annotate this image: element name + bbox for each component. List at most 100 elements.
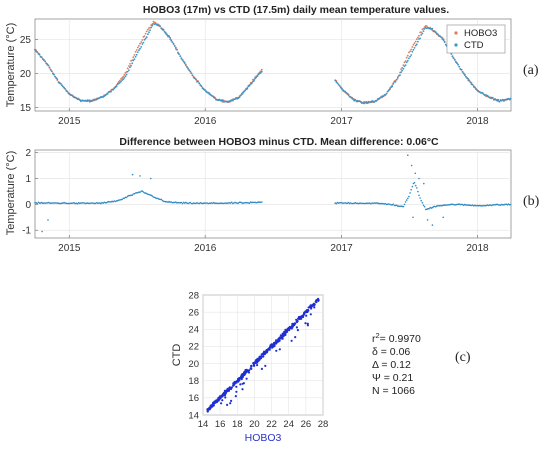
scatter-point — [250, 367, 253, 370]
scatter-point — [304, 322, 307, 325]
data-point-difference — [68, 202, 71, 205]
data-point-difference — [178, 201, 180, 204]
data-point-ctd — [409, 55, 411, 58]
data-point-difference — [356, 202, 359, 205]
data-point-ctd — [66, 90, 69, 93]
data-point-ctd — [451, 55, 454, 58]
data-point-difference — [236, 202, 238, 205]
data-point-ctd — [123, 76, 126, 79]
data-point-ctd — [439, 35, 442, 38]
x-tick-label: 22 — [266, 419, 277, 430]
data-point-ctd — [126, 70, 129, 73]
data-point-difference — [52, 202, 54, 204]
y-tick-label: 14 — [188, 410, 199, 421]
panel-b-x-ticks: 2015 2016 2017 2018 — [58, 235, 489, 254]
data-point-ctd — [392, 83, 395, 85]
data-point-difference — [139, 191, 141, 194]
data-point-ctd — [62, 85, 64, 88]
data-point-ctd — [437, 33, 439, 36]
data-point-difference — [104, 201, 107, 204]
panel-a-y-label: Temperature (°C) — [5, 23, 17, 107]
data-point-difference — [210, 202, 213, 204]
panel-c-x-ticks: 14 16 18 20 22 24 26 28 — [198, 419, 329, 430]
x-tick-label: 2016 — [194, 243, 217, 254]
scatter-point — [295, 326, 298, 329]
scatter-point — [280, 336, 283, 339]
data-point-ctd — [404, 64, 407, 66]
data-point-ctd — [127, 69, 130, 71]
data-point-ctd — [53, 73, 55, 76]
data-point-ctd — [387, 89, 390, 92]
data-point-difference — [380, 202, 382, 205]
data-point-outlier — [412, 216, 414, 219]
data-point-outlier — [410, 164, 413, 167]
data-point-ctd — [40, 56, 43, 58]
panel-a-title: HOBO3 (17m) vs CTD (17.5m) daily mean te… — [143, 4, 449, 16]
data-point-difference — [433, 205, 436, 208]
data-point-hobo3 — [144, 32, 147, 35]
scatter-point — [262, 355, 265, 358]
data-point-ctd — [352, 98, 354, 101]
stat-r-superscript: 2 — [376, 331, 380, 340]
data-point-ctd — [43, 59, 45, 61]
data-point-difference — [362, 202, 364, 205]
scatter-point — [250, 364, 253, 367]
data-point-ctd — [133, 58, 136, 61]
data-point-difference — [204, 202, 206, 204]
data-point-difference — [223, 202, 225, 205]
data-point-difference — [62, 202, 64, 204]
data-point-ctd — [145, 36, 148, 39]
data-point-ctd — [481, 92, 484, 94]
data-point-ctd — [36, 51, 39, 53]
data-point-ctd — [440, 36, 443, 39]
data-point-ctd — [396, 77, 399, 79]
scatter-point — [230, 399, 233, 402]
y-tick-label: 0 — [25, 200, 31, 211]
data-point-ctd — [150, 26, 153, 29]
data-point-hobo3 — [394, 79, 397, 82]
legend-entry-hobo3: HOBO3 — [464, 28, 497, 39]
data-point-hobo3 — [126, 67, 129, 70]
scatter-point — [293, 323, 296, 326]
data-point-ctd — [469, 81, 472, 83]
data-point-hobo3 — [420, 31, 423, 34]
scatter-point — [226, 403, 229, 406]
data-point-ctd — [186, 65, 188, 68]
data-point-ctd — [164, 31, 167, 34]
data-point-ctd — [140, 46, 143, 48]
data-point-difference — [94, 202, 97, 205]
data-point-difference — [102, 202, 104, 204]
data-point-ctd — [191, 74, 194, 76]
panel-b-points — [34, 154, 512, 233]
data-point-ctd — [238, 96, 241, 99]
data-point-difference — [49, 202, 52, 204]
data-point-ctd — [187, 68, 190, 70]
data-point-difference — [171, 201, 174, 204]
data-point-difference — [402, 205, 405, 208]
data-point-difference — [401, 205, 404, 208]
data-point-ctd — [243, 91, 245, 93]
scatter-point — [241, 372, 244, 376]
y-tick-label: 18 — [188, 376, 199, 387]
data-point-ctd — [412, 48, 415, 51]
data-point-ctd — [414, 44, 417, 47]
data-point-difference — [38, 202, 41, 204]
data-point-ctd — [132, 59, 135, 62]
scatter-point — [268, 346, 271, 349]
data-point-ctd — [56, 78, 59, 81]
scatter-point — [264, 364, 267, 367]
data-point-difference — [478, 204, 481, 207]
data-point-difference — [107, 200, 110, 203]
y-tick-label: 26 — [188, 307, 199, 318]
data-point-ctd — [139, 47, 141, 50]
data-point-difference — [485, 204, 487, 207]
data-point-difference — [161, 199, 164, 202]
data-point-difference — [142, 191, 145, 193]
scatter-point — [235, 381, 238, 384]
data-point-difference — [75, 202, 78, 205]
data-point-ctd — [442, 39, 445, 42]
data-point-hobo3 — [139, 42, 141, 45]
y-tick-label: 28 — [188, 290, 199, 301]
data-point-outlier — [423, 182, 425, 185]
data-point-ctd — [87, 99, 90, 102]
